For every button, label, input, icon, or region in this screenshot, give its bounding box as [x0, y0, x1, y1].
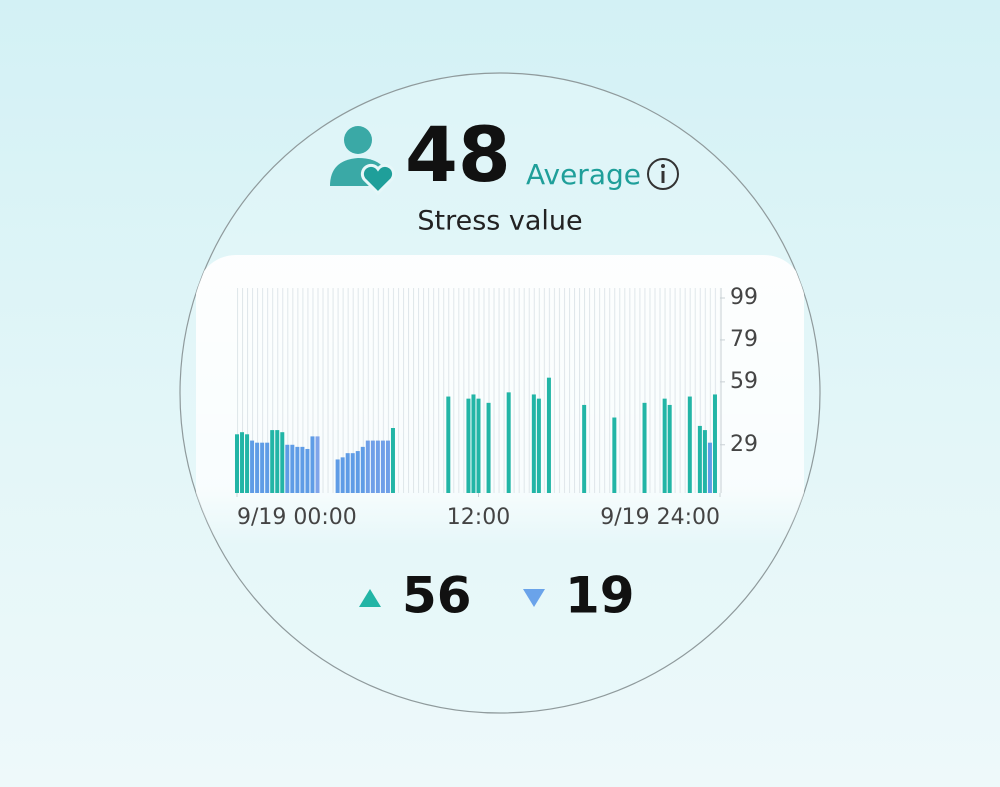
bar	[270, 430, 275, 493]
bar	[350, 453, 355, 493]
bar	[345, 453, 350, 493]
bar	[340, 457, 345, 493]
bar	[370, 440, 375, 493]
bar	[702, 430, 707, 493]
y-tick-label: 99	[730, 285, 758, 310]
bar	[687, 396, 692, 493]
bar	[380, 440, 385, 493]
bar	[240, 432, 245, 493]
bar	[486, 402, 491, 493]
stress-icon	[330, 126, 396, 196]
bar	[265, 442, 270, 493]
y-tick-label: 29	[730, 432, 758, 457]
stress-level: Average	[526, 158, 641, 191]
bar	[280, 432, 285, 493]
bar	[662, 398, 667, 493]
bar	[360, 446, 365, 493]
x-tick-label: 12:00	[447, 505, 510, 530]
bar	[245, 434, 250, 493]
bar	[536, 398, 541, 493]
up-arrow	[359, 589, 381, 607]
bar	[697, 425, 702, 493]
bar	[300, 446, 305, 493]
y-tick-label: 59	[730, 369, 758, 394]
bar	[290, 444, 295, 493]
bar	[235, 434, 239, 493]
bar	[305, 448, 310, 493]
bar	[712, 394, 717, 493]
bar	[295, 446, 300, 493]
bar	[310, 436, 315, 493]
bar	[642, 402, 647, 493]
x-tick-label: 9/19 00:00	[237, 505, 357, 530]
bar	[446, 396, 451, 493]
bar	[466, 398, 471, 493]
bar	[506, 392, 511, 493]
x-tick-label: 9/19 24:00	[600, 505, 720, 530]
bar	[385, 440, 390, 493]
bar	[667, 404, 672, 493]
bar	[335, 459, 340, 493]
bar	[612, 417, 617, 493]
bar	[476, 398, 481, 493]
stress-value: 48	[405, 110, 511, 199]
bar	[375, 440, 380, 493]
bar	[471, 394, 476, 493]
info-icon[interactable]	[647, 158, 679, 190]
bar	[707, 442, 712, 493]
bar	[365, 440, 370, 493]
bar	[315, 436, 320, 493]
stress-label: Stress value	[417, 206, 582, 237]
bar	[582, 404, 587, 493]
bar	[531, 394, 536, 493]
bar	[260, 442, 265, 493]
y-tick-label: 79	[730, 327, 758, 352]
min-value: 19	[565, 567, 635, 625]
bar	[546, 377, 551, 493]
bar	[255, 442, 260, 493]
bar	[285, 444, 290, 493]
max-value: 56	[402, 567, 472, 625]
bar	[275, 430, 280, 493]
down-arrow	[523, 589, 545, 607]
bar	[355, 451, 360, 493]
bar	[390, 428, 395, 493]
bar	[250, 440, 255, 493]
